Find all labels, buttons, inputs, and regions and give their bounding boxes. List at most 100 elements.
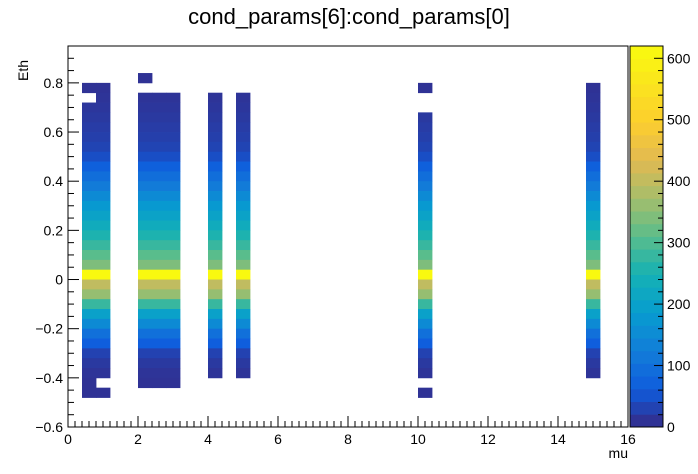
colorbar-swatch <box>630 376 663 390</box>
colorbar-swatch <box>630 261 663 275</box>
colorbar-swatch <box>630 274 663 288</box>
heatmap-bin <box>586 358 601 369</box>
heatmap-bin <box>586 338 601 349</box>
heatmap-bin <box>138 200 153 212</box>
heatmap-bin <box>418 171 433 182</box>
heatmap-bin <box>166 210 181 221</box>
heatmap-bin <box>138 92 153 103</box>
heatmap-bin <box>208 171 223 182</box>
y-tick-label: −0.2 <box>35 321 63 337</box>
heatmap-bin <box>236 348 251 359</box>
heatmap-bin <box>152 112 167 123</box>
heatmap-bin <box>236 220 251 231</box>
heatmap-bin <box>236 250 251 261</box>
heatmap-bin <box>418 132 433 143</box>
heatmap-bin <box>82 338 97 349</box>
x-tick-label: 12 <box>480 431 496 447</box>
heatmap-bin <box>138 377 153 389</box>
heatmap-bin <box>82 289 97 300</box>
heatmap-bin <box>418 181 433 192</box>
heatmap-bin <box>208 112 223 123</box>
heatmap-bin <box>152 92 167 103</box>
heatmap-bin <box>82 377 97 389</box>
heatmap-bin <box>96 171 111 182</box>
heatmap-bin <box>138 132 153 143</box>
heatmap-bin <box>236 338 251 349</box>
heatmap-bin <box>166 358 181 369</box>
colorbar-swatch <box>630 300 663 314</box>
heatmap-bin <box>82 250 97 261</box>
heatmap-bin <box>418 220 433 231</box>
heatmap-bin <box>82 279 97 290</box>
colorbar-swatch <box>630 71 663 85</box>
heatmap-bin <box>82 171 97 182</box>
heatmap-bin <box>418 269 433 280</box>
heatmap-bin <box>96 269 111 280</box>
heatmap-bin <box>236 161 251 172</box>
heatmap-bin <box>152 368 167 379</box>
heatmap-bin <box>166 328 181 339</box>
heatmap-bin <box>418 82 433 94</box>
heatmap-bin <box>152 181 167 192</box>
heatmap-bin <box>586 92 601 103</box>
heatmap-bin <box>586 141 601 153</box>
heatmap-bin <box>586 240 601 251</box>
heatmap-bin <box>166 102 181 113</box>
heatmap-bin <box>152 141 167 153</box>
heatmap-bin <box>152 328 167 339</box>
heatmap-bin <box>418 309 433 320</box>
heatmap-bin <box>236 151 251 162</box>
heatmap-bin <box>96 279 111 290</box>
heatmap-bin <box>166 269 181 280</box>
heatmap-bin <box>208 259 223 271</box>
colorbar-swatch <box>630 173 663 187</box>
heatmap-bin <box>166 181 181 192</box>
heatmap-bin <box>96 348 111 359</box>
heatmap-bin <box>236 132 251 143</box>
heatmap-bin <box>138 338 153 349</box>
heatmap-bin <box>82 328 97 339</box>
heatmap-bin <box>586 230 601 241</box>
heatmap-bin <box>208 368 223 379</box>
heatmap-bin <box>138 161 153 172</box>
heatmap-bin <box>418 112 433 123</box>
heatmap-bin <box>138 151 153 162</box>
heatmap-bin <box>82 141 97 153</box>
heatmap-bin <box>166 318 181 330</box>
heatmap-bin <box>166 200 181 212</box>
heatmap-bin <box>138 73 153 84</box>
heatmap-bin <box>138 171 153 182</box>
heatmap-bin <box>236 299 251 310</box>
heatmap-bin <box>152 200 167 212</box>
y-tick-label: 0.6 <box>44 124 64 140</box>
heatmap-bin <box>82 259 97 271</box>
heatmap-bin <box>152 377 167 389</box>
heatmap-bin <box>166 132 181 143</box>
heatmap-bin <box>236 269 251 280</box>
colorbar-tick-label: 600 <box>667 50 691 66</box>
heatmap-bin <box>96 102 111 113</box>
heatmap-bin <box>236 181 251 192</box>
heatmap-bin <box>418 299 433 310</box>
heatmap-bin <box>208 191 223 202</box>
heatmap-bin <box>82 112 97 123</box>
heatmap-bin <box>152 318 167 330</box>
heatmap-bin <box>208 269 223 280</box>
heatmap-bin <box>236 191 251 202</box>
y-tick-label: −0.4 <box>35 370 63 386</box>
heatmap-bin <box>166 289 181 300</box>
colorbar-swatch <box>630 211 663 225</box>
heatmap-bin <box>166 161 181 172</box>
heatmap-bin <box>138 181 153 192</box>
heatmap-bin <box>586 220 601 231</box>
x-tick-label: 6 <box>274 431 282 447</box>
heatmap-bin <box>96 200 111 212</box>
heatmap-bin <box>166 299 181 310</box>
heatmap-bin <box>208 102 223 113</box>
colorbar-swatch <box>630 350 663 364</box>
heatmap-bin <box>96 191 111 202</box>
colorbar-swatch <box>630 414 663 428</box>
heatmap-bin <box>586 82 601 94</box>
colorbar-swatch <box>630 109 663 123</box>
heatmap-bin <box>236 240 251 251</box>
